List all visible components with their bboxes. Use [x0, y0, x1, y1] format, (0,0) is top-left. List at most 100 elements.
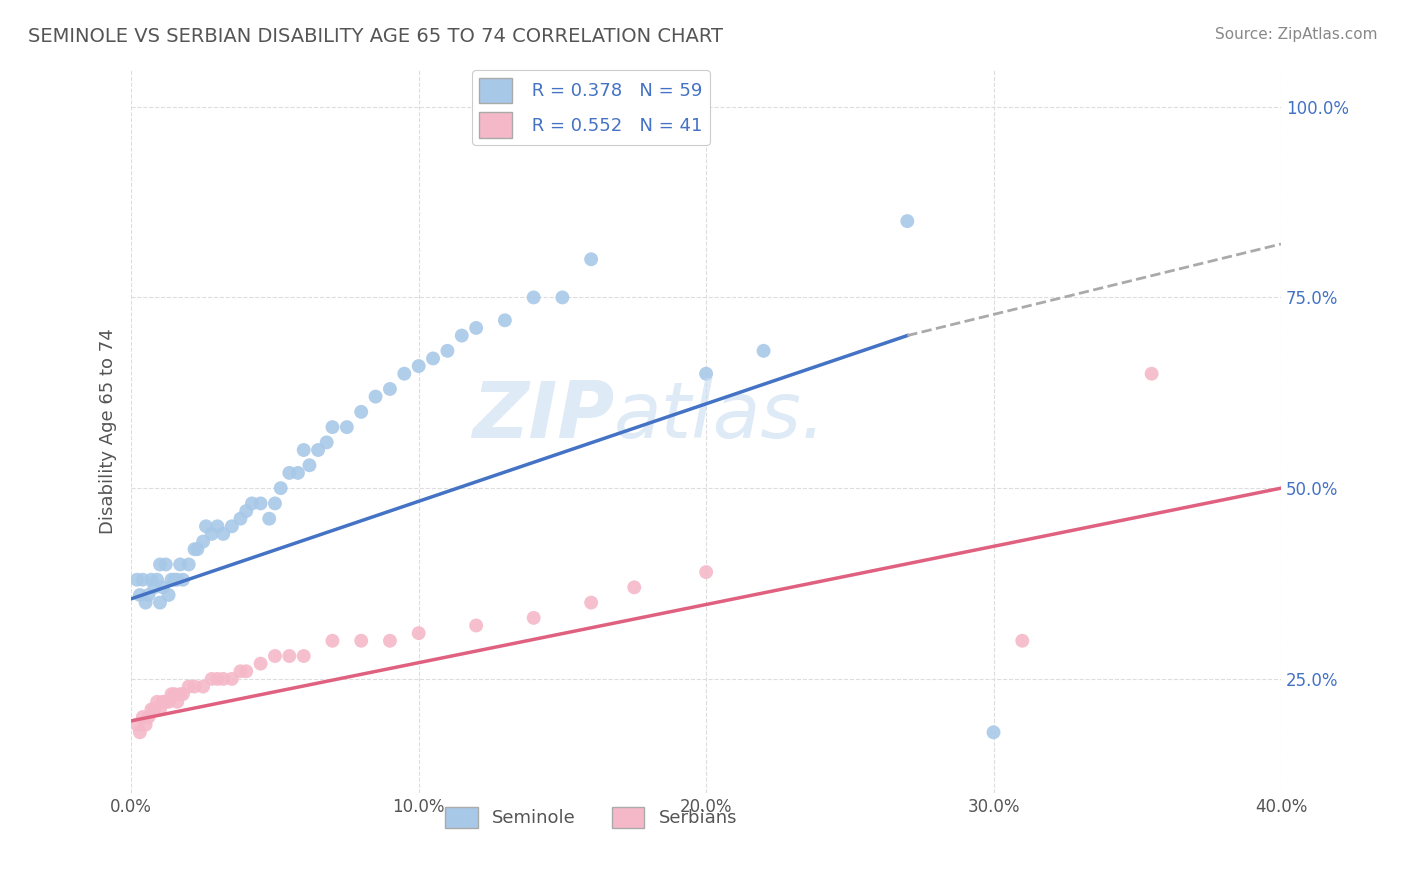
Point	[163, 687, 186, 701]
Point	[172, 687, 194, 701]
Text: SEMINOLE VS SERBIAN DISABILITY AGE 65 TO 74 CORRELATION CHART: SEMINOLE VS SERBIAN DISABILITY AGE 65 TO…	[28, 27, 723, 45]
Point	[436, 343, 458, 358]
Point	[207, 519, 229, 533]
Point	[240, 496, 263, 510]
Point	[157, 695, 180, 709]
Point	[149, 702, 172, 716]
Point	[278, 648, 301, 663]
Point	[465, 618, 488, 632]
Point	[257, 511, 280, 525]
Point	[364, 390, 387, 404]
Point	[336, 420, 359, 434]
Point	[896, 214, 918, 228]
Point	[149, 558, 172, 572]
Point	[394, 367, 416, 381]
Point	[191, 534, 214, 549]
Point	[315, 435, 337, 450]
Point	[350, 633, 373, 648]
Point	[298, 458, 321, 473]
Point	[551, 290, 574, 304]
Point	[350, 405, 373, 419]
Point	[163, 573, 186, 587]
Point	[278, 466, 301, 480]
Point	[579, 252, 602, 267]
Point	[155, 695, 177, 709]
Point	[141, 702, 163, 716]
Point	[292, 648, 315, 663]
Point	[183, 680, 205, 694]
Point	[160, 573, 183, 587]
Point	[128, 725, 150, 739]
Point	[307, 442, 329, 457]
Text: ZIP: ZIP	[472, 378, 614, 454]
Point	[1140, 367, 1163, 381]
Point	[135, 596, 157, 610]
Point	[287, 466, 309, 480]
Point	[422, 351, 444, 366]
Point	[155, 558, 177, 572]
Point	[1011, 633, 1033, 648]
Point	[143, 702, 166, 716]
Point	[143, 580, 166, 594]
Point	[132, 710, 155, 724]
Point	[623, 580, 645, 594]
Point	[221, 672, 243, 686]
Point	[212, 672, 235, 686]
Point	[494, 313, 516, 327]
Point	[408, 359, 430, 373]
Point	[249, 657, 271, 671]
Point	[166, 695, 188, 709]
Point	[378, 633, 401, 648]
Point	[149, 596, 172, 610]
Point	[321, 420, 343, 434]
Point	[125, 717, 148, 731]
Point	[695, 367, 717, 381]
Point	[138, 710, 160, 724]
Point	[195, 519, 218, 533]
Point	[152, 580, 174, 594]
Point	[408, 626, 430, 640]
Point	[128, 588, 150, 602]
Point	[166, 573, 188, 587]
Point	[169, 558, 191, 572]
Point	[235, 504, 257, 518]
Point	[146, 573, 169, 587]
Point	[229, 511, 252, 525]
Point	[450, 328, 472, 343]
Point	[292, 442, 315, 457]
Text: Source: ZipAtlas.com: Source: ZipAtlas.com	[1215, 27, 1378, 42]
Point	[752, 343, 775, 358]
Point	[169, 687, 191, 701]
Point	[201, 672, 224, 686]
Point	[138, 588, 160, 602]
Point	[132, 573, 155, 587]
Point	[207, 672, 229, 686]
Point	[183, 542, 205, 557]
Point	[177, 558, 200, 572]
Point	[172, 573, 194, 587]
Point	[235, 665, 257, 679]
Point	[523, 290, 546, 304]
Point	[157, 588, 180, 602]
Point	[579, 596, 602, 610]
Point	[695, 565, 717, 579]
Point	[983, 725, 1005, 739]
Point	[152, 695, 174, 709]
Point	[191, 680, 214, 694]
Point	[523, 611, 546, 625]
Text: atlas.: atlas.	[614, 378, 827, 454]
Point	[229, 665, 252, 679]
Point	[177, 680, 200, 694]
Point	[264, 496, 287, 510]
Point	[264, 648, 287, 663]
Point	[249, 496, 271, 510]
Point	[221, 519, 243, 533]
Point	[465, 321, 488, 335]
Point	[186, 542, 208, 557]
Legend: Seminole, Serbians: Seminole, Serbians	[437, 800, 745, 835]
Point	[125, 573, 148, 587]
Point	[160, 687, 183, 701]
Point	[378, 382, 401, 396]
Point	[321, 633, 343, 648]
Point	[135, 717, 157, 731]
